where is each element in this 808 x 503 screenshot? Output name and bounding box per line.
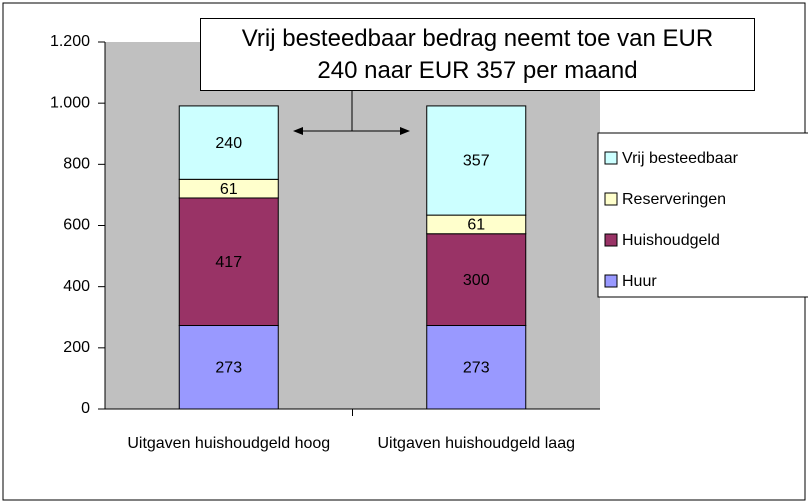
y-tick-label: 200 [63,339,90,356]
data-label: 273 [463,359,490,376]
y-tick-label: 1.000 [50,94,90,111]
data-label: 61 [467,217,485,234]
data-label: 61 [220,181,238,198]
legend-swatch [604,151,618,165]
x-tick-label: Uitgaven huishoudgeld hoog [127,435,331,452]
y-tick-label: 800 [63,156,90,173]
marks [178,105,527,410]
x-tick-label: Uitgaven huishoudgeld laag [377,435,575,452]
y-tick-label: 400 [63,278,90,295]
data-label: 300 [463,272,490,289]
y-tick-label: 1.200 [50,33,90,50]
data-label: 357 [463,153,490,170]
legend-swatch [604,233,618,247]
legend-box [597,132,808,298]
legend-label: Huishoudgeld [622,232,720,249]
data-label: 417 [215,254,242,271]
bar-segment [178,105,279,180]
annotation: Vrij besteedbaar bedrag neemt toe van EU… [200,18,755,91]
legend-label: Reserveringen [622,191,726,208]
data-label: 273 [215,359,242,376]
bar-segment [426,105,527,216]
y-tick-label: 0 [81,400,90,417]
bar-segment [426,325,527,410]
legend-label: Huur [622,273,657,290]
legend-swatch [604,192,618,206]
legend-label: Vrij besteedbaar [622,150,739,167]
bar-segment [178,197,279,327]
y-tick-label: 600 [63,217,90,234]
bar-segment [426,233,527,327]
legend-swatch [604,274,618,288]
data-label: 240 [215,135,242,152]
